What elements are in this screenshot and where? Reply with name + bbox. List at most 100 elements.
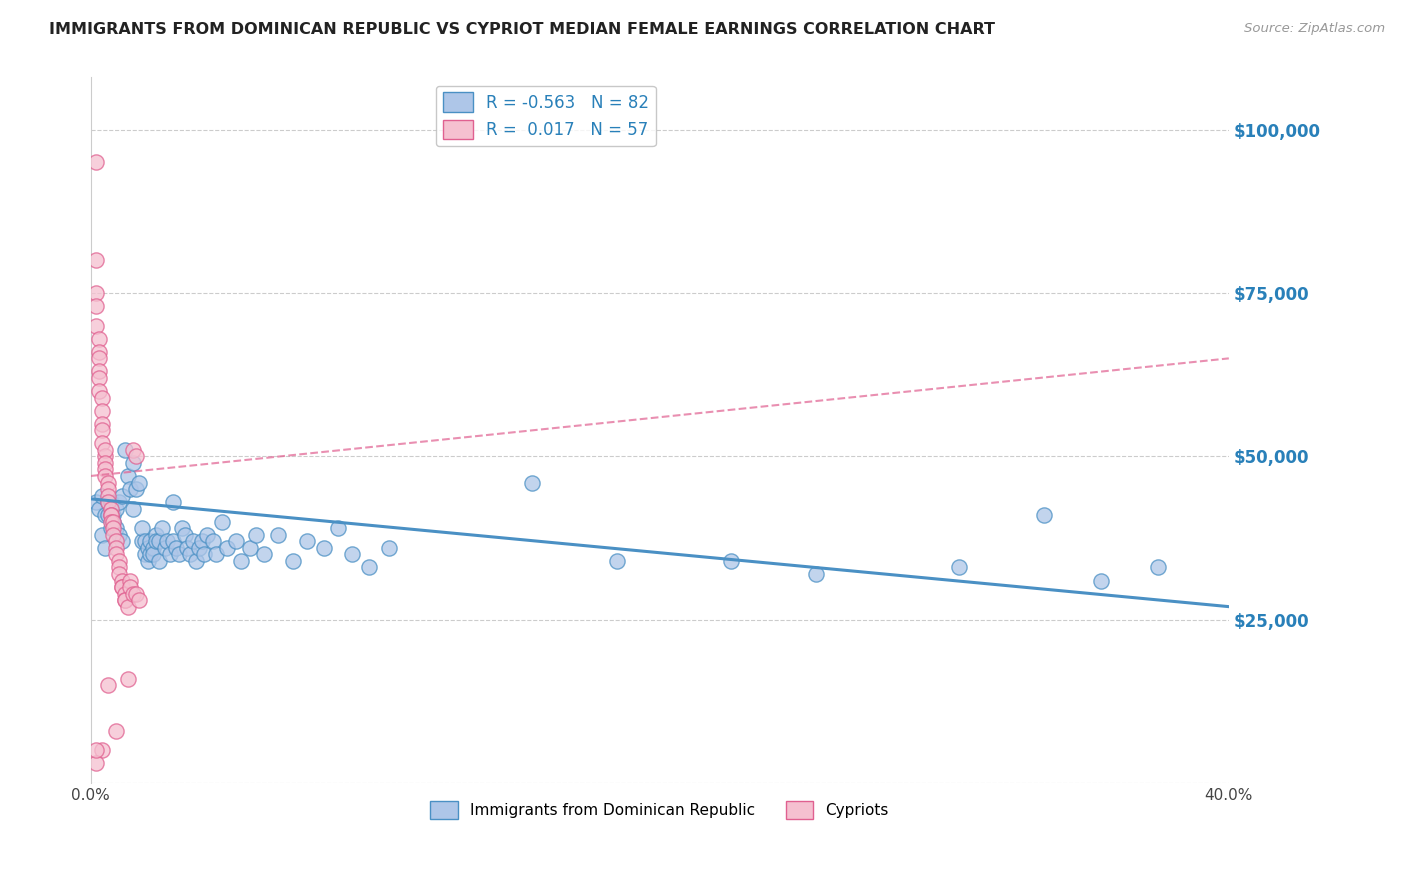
Point: [105, 541, 128, 555]
Point: [328, 521, 350, 535]
Point: [948, 560, 970, 574]
Point: [84, 299, 107, 313]
Point: [190, 534, 212, 549]
Point: [94, 456, 117, 470]
Point: [100, 521, 122, 535]
Point: [231, 554, 253, 568]
Point: [91, 489, 114, 503]
Point: [89, 501, 111, 516]
Point: [108, 566, 131, 581]
Point: [89, 344, 111, 359]
Point: [84, 286, 107, 301]
Point: [131, 534, 153, 549]
Point: [281, 554, 304, 568]
Point: [97, 495, 120, 509]
Point: [128, 593, 150, 607]
Point: [97, 678, 120, 692]
Point: [136, 554, 159, 568]
Text: IMMIGRANTS FROM DOMINICAN REPUBLIC VS CYPRIOT MEDIAN FEMALE EARNINGS CORRELATION: IMMIGRANTS FROM DOMINICAN REPUBLIC VS CY…: [49, 22, 995, 37]
Point: [103, 521, 125, 535]
Point: [359, 560, 381, 574]
Point: [142, 541, 165, 555]
Point: [167, 547, 190, 561]
Point: [84, 253, 107, 268]
Point: [134, 534, 156, 549]
Point: [181, 534, 204, 549]
Point: [139, 534, 162, 549]
Point: [89, 384, 111, 398]
Point: [97, 482, 120, 496]
Point: [170, 521, 193, 535]
Point: [128, 475, 150, 490]
Point: [103, 515, 125, 529]
Point: [162, 534, 184, 549]
Point: [91, 403, 114, 417]
Point: [89, 332, 111, 346]
Point: [105, 521, 128, 535]
Point: [122, 456, 145, 470]
Point: [211, 515, 233, 529]
Point: [108, 560, 131, 574]
Point: [91, 423, 114, 437]
Point: [89, 371, 111, 385]
Point: [165, 541, 187, 555]
Point: [84, 495, 107, 509]
Point: [108, 554, 131, 568]
Point: [105, 723, 128, 738]
Point: [159, 547, 181, 561]
Point: [150, 521, 173, 535]
Point: [91, 391, 114, 405]
Point: [253, 547, 276, 561]
Point: [162, 495, 184, 509]
Point: [520, 475, 543, 490]
Point: [100, 495, 122, 509]
Point: [100, 515, 122, 529]
Point: [1146, 560, 1168, 574]
Point: [97, 489, 120, 503]
Point: [245, 528, 267, 542]
Point: [606, 554, 628, 568]
Point: [84, 743, 107, 757]
Point: [201, 534, 224, 549]
Point: [94, 508, 117, 523]
Point: [94, 442, 117, 457]
Point: [91, 743, 114, 757]
Point: [720, 554, 742, 568]
Point: [153, 541, 176, 555]
Point: [125, 586, 148, 600]
Point: [94, 541, 117, 555]
Point: [94, 469, 117, 483]
Point: [111, 580, 134, 594]
Point: [97, 495, 120, 509]
Point: [120, 580, 142, 594]
Point: [125, 450, 148, 464]
Point: [156, 534, 179, 549]
Point: [312, 541, 335, 555]
Point: [84, 318, 107, 333]
Point: [295, 534, 318, 549]
Point: [89, 364, 111, 378]
Point: [1032, 508, 1054, 523]
Point: [84, 155, 107, 169]
Point: [173, 528, 195, 542]
Point: [217, 541, 239, 555]
Point: [125, 482, 148, 496]
Point: [342, 547, 364, 561]
Point: [103, 508, 125, 523]
Point: [193, 547, 215, 561]
Point: [100, 501, 122, 516]
Point: [114, 586, 136, 600]
Point: [142, 547, 165, 561]
Point: [195, 528, 218, 542]
Point: [91, 528, 114, 542]
Point: [91, 417, 114, 431]
Text: Source: ZipAtlas.com: Source: ZipAtlas.com: [1244, 22, 1385, 36]
Point: [84, 756, 107, 771]
Legend: Immigrants from Dominican Republic, Cypriots: Immigrants from Dominican Republic, Cypr…: [425, 795, 896, 825]
Point: [145, 534, 167, 549]
Y-axis label: Median Female Earnings: Median Female Earnings: [0, 336, 7, 524]
Point: [239, 541, 262, 555]
Point: [1090, 574, 1112, 588]
Point: [187, 541, 209, 555]
Point: [97, 475, 120, 490]
